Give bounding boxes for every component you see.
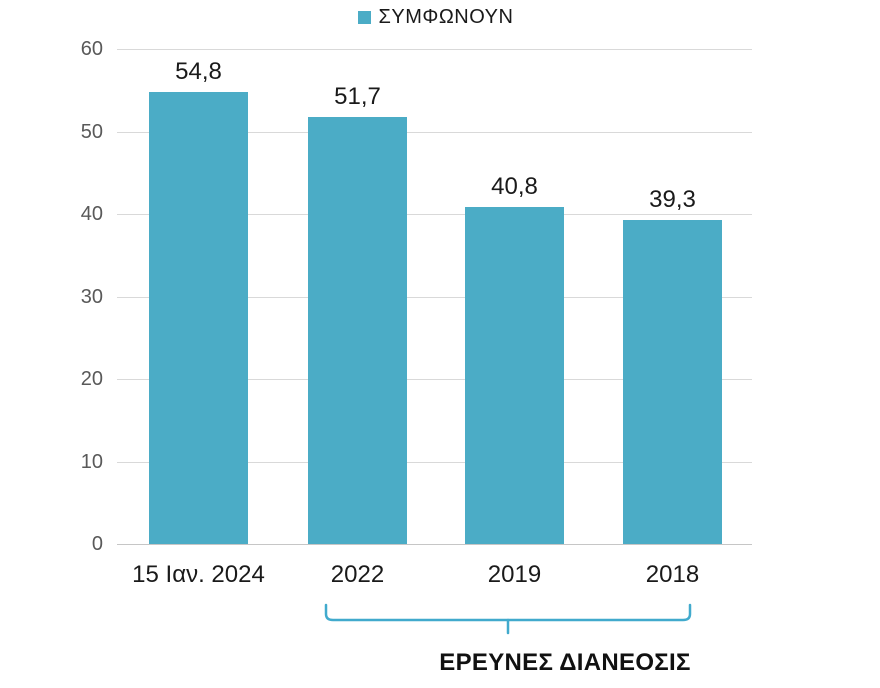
gridline bbox=[117, 461, 752, 463]
gridline bbox=[117, 131, 752, 133]
bar-2022 bbox=[308, 117, 407, 544]
bracket-shape bbox=[324, 603, 692, 622]
gridline bbox=[117, 49, 752, 50]
bar-value-label: 54,8 bbox=[175, 57, 222, 85]
x-axis-baseline bbox=[117, 544, 752, 545]
x-axis-category-label: 2018 bbox=[645, 561, 700, 588]
bracket-annotation bbox=[324, 603, 692, 635]
legend-swatch-icon bbox=[357, 11, 371, 24]
bar-value-label: 40,8 bbox=[491, 173, 538, 201]
y-axis-tick-label: 0 bbox=[91, 533, 103, 555]
bar-15 Ιαν. 2024 bbox=[149, 91, 248, 544]
bar-2018 bbox=[623, 219, 722, 544]
bar-2019 bbox=[465, 207, 564, 544]
y-axis-tick-label: 10 bbox=[80, 450, 103, 473]
gridline bbox=[117, 296, 752, 298]
bar-value-label: 39,3 bbox=[649, 185, 696, 213]
bracket-label: ΕΡΕΥΝΕΣ ΔΙΑΝΕΟΣΙΣ bbox=[439, 649, 691, 676]
gridline bbox=[117, 379, 752, 380]
y-axis-tick-label: 50 bbox=[80, 120, 103, 143]
legend-label: ΣΥΜΦΩΝΟΥΝ bbox=[378, 5, 514, 28]
x-axis-category-label: 15 Ιαν. 2024 bbox=[132, 561, 265, 588]
y-axis-tick-label: 20 bbox=[80, 368, 103, 390]
y-axis-tick-label: 60 bbox=[80, 38, 103, 60]
y-axis-tick-label: 30 bbox=[80, 285, 103, 308]
x-axis-category-label: 2019 bbox=[487, 561, 542, 588]
gridline bbox=[117, 214, 752, 215]
bar-value-label: 51,7 bbox=[334, 83, 381, 111]
y-axis-tick-label: 40 bbox=[80, 203, 103, 225]
x-axis-category-label: 2022 bbox=[330, 561, 385, 588]
chart-legend: ΣΥΜΦΩΝΟΥΝ bbox=[117, 4, 754, 30]
